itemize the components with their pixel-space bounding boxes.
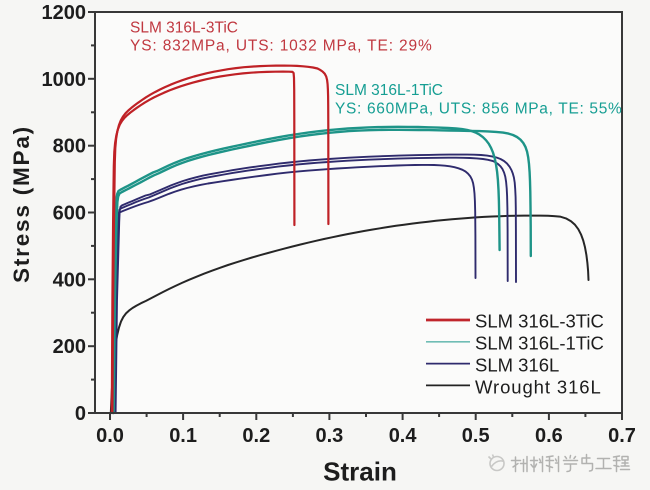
svg-text:SLM 316L-1TiC: SLM 316L-1TiC xyxy=(335,82,443,99)
svg-text:1200: 1200 xyxy=(42,2,87,24)
svg-text:Wrought 316L: Wrought 316L xyxy=(475,377,602,398)
svg-text:600: 600 xyxy=(53,203,86,225)
svg-text:400: 400 xyxy=(53,269,86,291)
svg-text:SLM 316L: SLM 316L xyxy=(475,355,559,376)
svg-text:SLM 316L-3TiC: SLM 316L-3TiC xyxy=(130,20,238,37)
svg-text:0.2: 0.2 xyxy=(242,425,270,447)
svg-text:0.3: 0.3 xyxy=(315,425,343,447)
svg-text:200: 200 xyxy=(53,336,86,358)
svg-text:0.4: 0.4 xyxy=(389,425,418,447)
svg-text:800: 800 xyxy=(53,136,86,158)
svg-text:0.6: 0.6 xyxy=(535,425,563,447)
svg-text:Strain: Strain xyxy=(323,457,397,487)
svg-text:YS: 832MPa, UTS: 1032 MPa, TE:: YS: 832MPa, UTS: 1032 MPa, TE: 29% xyxy=(130,38,433,55)
svg-text:0: 0 xyxy=(75,403,86,425)
svg-text:1000: 1000 xyxy=(42,69,87,91)
svg-text:SLM 316L-3TiC: SLM 316L-3TiC xyxy=(475,311,604,332)
svg-text:0.7: 0.7 xyxy=(608,425,636,447)
svg-text:0.0: 0.0 xyxy=(96,425,124,447)
svg-text:Stress (MPa): Stress (MPa) xyxy=(9,125,34,283)
svg-text:0.5: 0.5 xyxy=(462,425,490,447)
svg-text:SLM 316L-1TiC: SLM 316L-1TiC xyxy=(475,333,604,354)
svg-text:0.1: 0.1 xyxy=(169,425,197,447)
svg-text:YS: 660MPa, UTS: 856 MPa, TE:: YS: 660MPa, UTS: 856 MPa, TE: 55% xyxy=(335,101,623,118)
